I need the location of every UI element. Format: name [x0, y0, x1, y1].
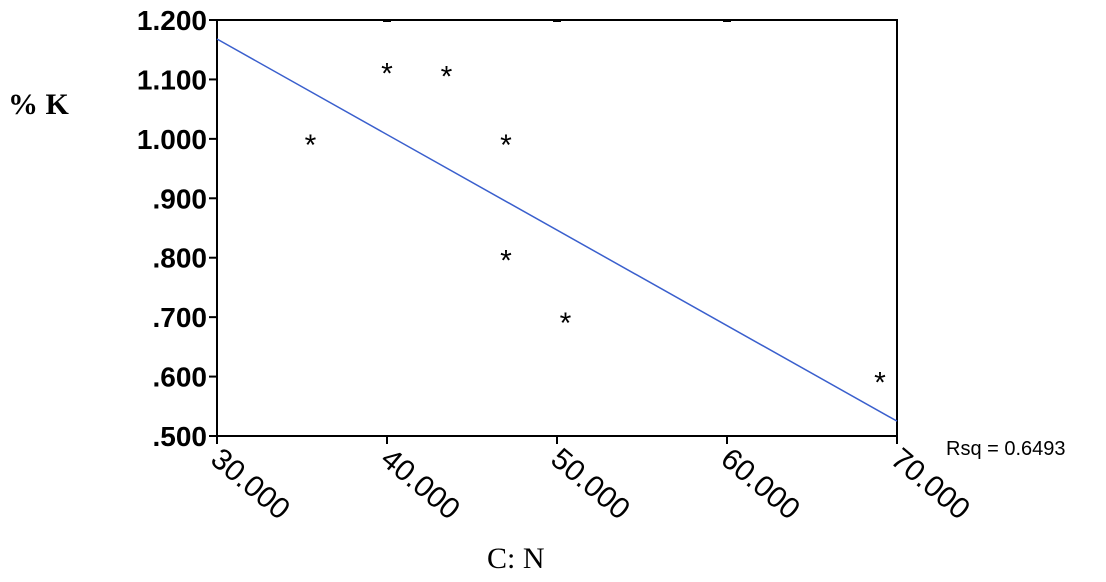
y-tick-label: .700: [153, 302, 208, 333]
data-points: * * * * * * *: [305, 58, 887, 400]
x-tick-label: 30.000: [205, 442, 297, 526]
y-tick-label: 1.000: [137, 124, 207, 155]
data-point: *: [560, 307, 572, 340]
data-point: *: [305, 129, 317, 162]
data-point: *: [500, 245, 512, 278]
data-point: *: [441, 61, 453, 94]
regression-line: [216, 38, 898, 422]
rsq-label: Rsq = 0.6493: [946, 438, 1066, 460]
data-point: *: [381, 58, 393, 91]
x-tick-label: 50.000: [545, 442, 637, 526]
x-tick-label: 60.000: [715, 442, 807, 526]
y-tick-label: 1.200: [137, 5, 207, 36]
y-tick-label: .800: [153, 243, 208, 274]
x-axis-title: C: N: [487, 542, 545, 575]
data-point: *: [874, 367, 886, 400]
y-tick-label: .900: [153, 183, 208, 214]
y-tick-label: 1.100: [137, 64, 207, 95]
y-axis-title: % K: [8, 88, 70, 121]
plot-frame: [216, 19, 898, 437]
y-tick-label: .500: [153, 421, 208, 452]
y-axis-ticks: .500 .600 .700 .800 .900 1.000 1.100 1.200: [137, 5, 217, 452]
y-tick-label: .600: [153, 362, 208, 393]
data-point: *: [500, 129, 512, 162]
x-tick-label: 40.000: [375, 442, 467, 526]
